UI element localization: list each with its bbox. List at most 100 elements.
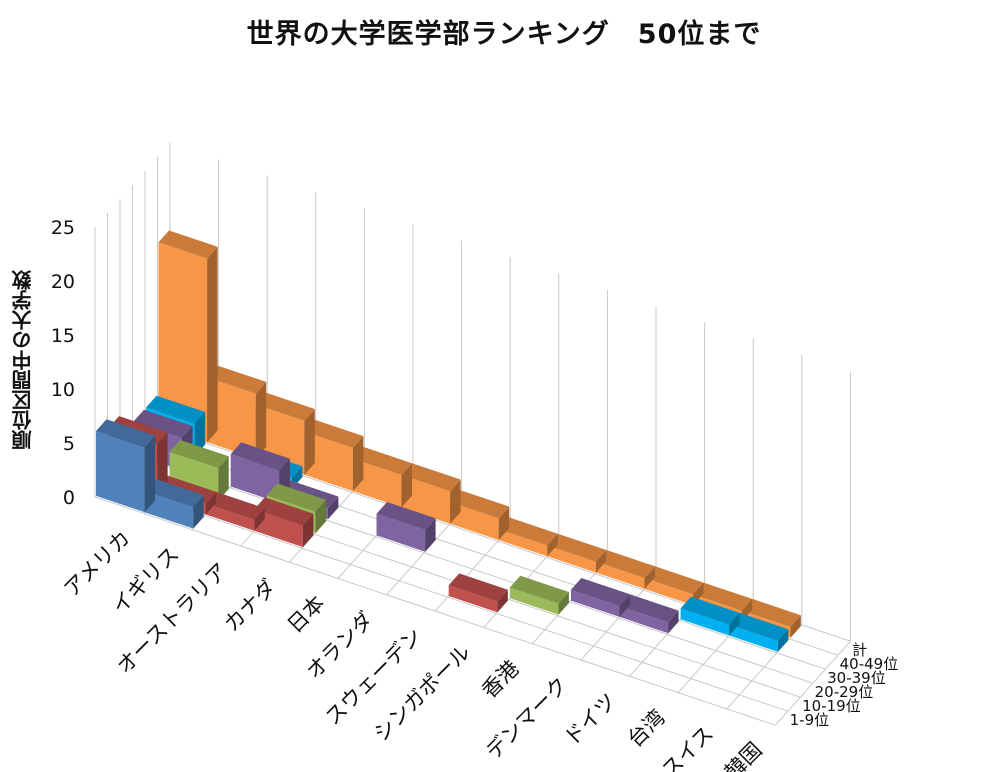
bars-layer [96,230,801,652]
bar-front-face [570,589,620,617]
bar [207,365,267,459]
floor-gridline-category [386,510,462,596]
bar-top-face [230,442,290,471]
y-tick-label: 20 [51,271,75,293]
bar [158,230,218,443]
bar-front-face [448,585,498,613]
bar-side-face [450,479,461,524]
bar [509,575,569,615]
bar-front-face [96,431,145,513]
bar [144,478,204,529]
floor-gridline-category [726,624,803,710]
chart-title: 世界の大学医学部ランキング 50位まで [246,19,762,50]
bar-front-face [729,624,778,652]
bar-side-face [619,594,630,617]
bar-side-face [790,615,801,638]
bar-side-face [498,506,510,540]
bar-side-face [547,533,558,557]
bar-front-face [144,490,194,529]
bar-front-face [169,451,219,501]
floor-gridline-category [532,559,608,645]
y-tick-label: 10 [51,379,75,401]
bar-front-face [205,503,255,531]
bar-top-face [169,440,229,469]
bar-top-face [133,409,193,438]
bar [729,612,789,652]
y-tick-label: 0 [63,487,75,509]
category-label: 香港 [477,656,524,703]
bar-top-face [680,596,740,625]
bar-front-face [680,608,730,636]
category-label: 台湾 [623,705,670,752]
bar-top-face [401,463,461,492]
category-label: 韓国 [720,738,767,772]
floor-gridline-category [434,526,511,612]
bar-front-face [230,454,280,503]
bar-top-face [255,392,315,421]
bar-top-face [96,419,156,448]
bar-side-face [425,518,436,552]
bar-top-face [266,483,326,512]
bar-side-face [302,513,314,548]
bar [169,440,229,501]
bar-front-face [158,242,208,443]
bar-top-face [450,490,510,519]
y-tick-label: 15 [51,325,75,347]
bar-front-face [619,606,669,634]
bar [376,502,436,552]
category-label: カナダ [219,575,281,637]
bar-front-face [450,502,499,540]
bar-side-face [207,246,218,443]
bar-side-face [595,550,607,573]
series-label: 計 [852,641,867,659]
bar-top-face [741,598,801,627]
bar [619,594,679,634]
bar [401,463,461,524]
bar-side-face [401,463,412,508]
bar [547,533,607,573]
bar [680,596,740,636]
bar-front-face [304,431,353,492]
bar-top-face [570,578,630,607]
bar-top-face [158,230,218,259]
bar-top-face [595,550,655,579]
bar [595,550,655,589]
bar-side-face [193,495,204,529]
bar-front-face [352,458,402,508]
series-label: 40-49位 [840,655,899,673]
bar-side-face [777,629,789,652]
bar-top-face [448,573,508,602]
bar-side-face [194,412,206,457]
series-label: 20-29位 [815,683,874,701]
bar-top-face [547,533,607,562]
bar-front-face [498,529,548,557]
bar-side-face [304,409,315,475]
bar [448,573,508,613]
bar [570,578,630,617]
bar-top-face [146,395,206,424]
bar-side-face [668,610,679,634]
y-tick-label: 25 [51,217,75,239]
bar-side-face [644,566,655,589]
bar [205,491,265,531]
bar-side-face [558,592,569,615]
bar-top-face [144,478,204,507]
bar-side-face [315,499,326,534]
bar-side-face [255,381,267,459]
bar-top-face [644,566,704,595]
category-label: ドイツ [559,689,621,751]
bar-top-face [498,517,558,546]
bar-top-face [619,594,679,623]
bar-side-face [205,491,217,515]
bar [352,446,412,508]
bar-front-face [547,545,596,573]
bar-top-face [205,491,265,520]
bar [498,517,558,557]
bar-front-face [644,578,694,606]
bar-top-face [352,446,412,475]
bar-side-face [254,508,265,531]
bar-side-face [218,456,229,501]
series-label: 30-39位 [827,669,886,687]
bar-top-face [693,582,753,611]
